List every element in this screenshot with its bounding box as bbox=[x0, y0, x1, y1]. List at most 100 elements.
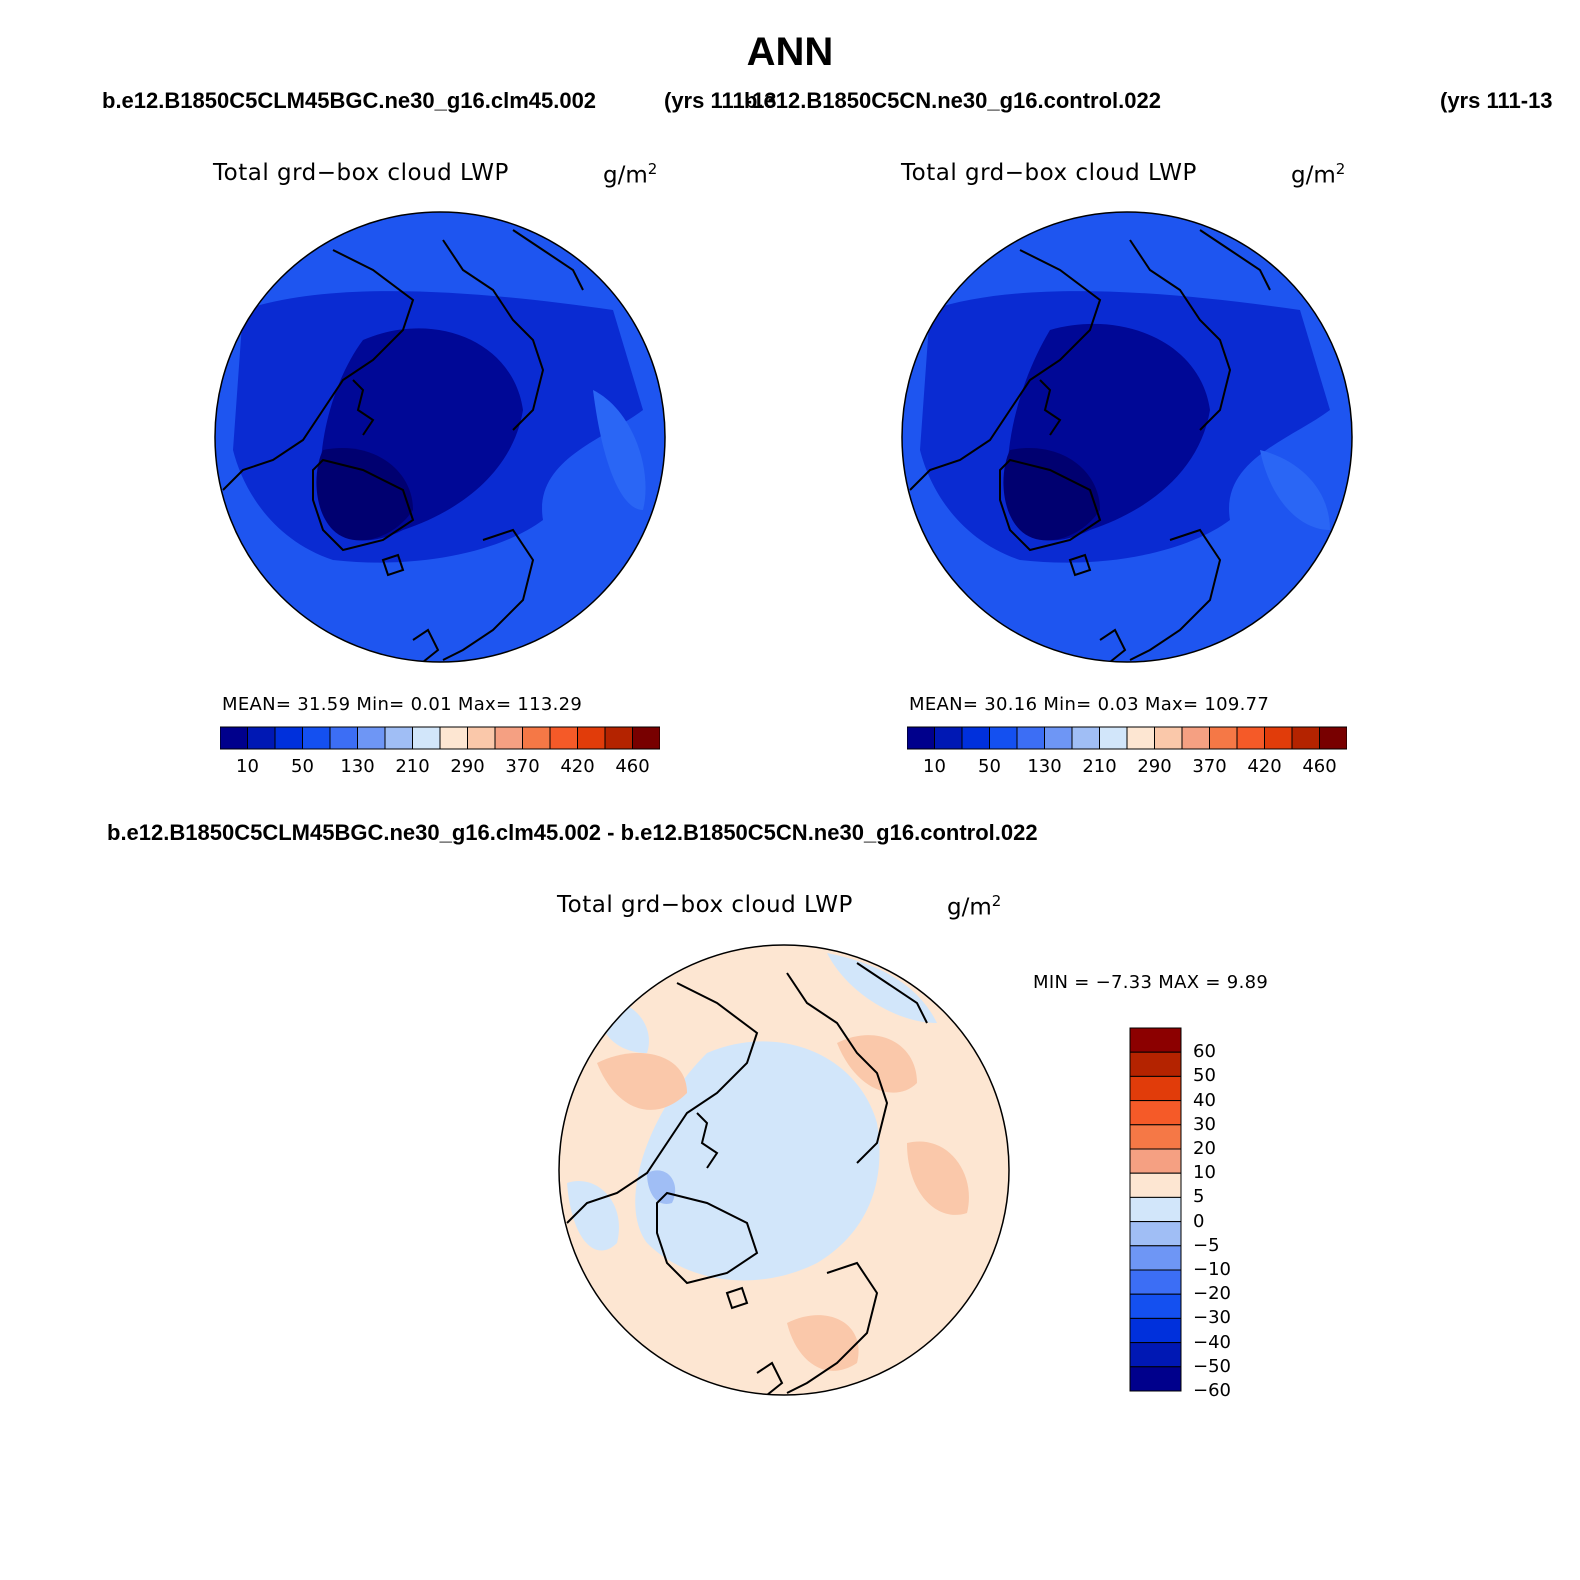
panel1-colorbar-box bbox=[302, 726, 331, 750]
panel1-colorbar-tick-label: 10 bbox=[236, 756, 259, 777]
panel3-colorbar-box bbox=[1129, 1221, 1182, 1247]
panel2-colorbar-box bbox=[1099, 726, 1128, 750]
panel2-colorbar-tick-label: 370 bbox=[1192, 756, 1227, 777]
panel2-colorbar-box bbox=[934, 726, 963, 750]
panel2-colorbar-box bbox=[989, 726, 1018, 750]
panel1-colorbar-box bbox=[549, 726, 578, 750]
panel3-colorbar-tick-label: 5 bbox=[1193, 1186, 1205, 1208]
panel1-colorbar-tick-label: 130 bbox=[340, 756, 375, 777]
panel2-colorbar-ticks: 10 50 130 210 290 370 420 460 bbox=[907, 756, 1347, 780]
panel3-colorbar-tick-label: −20 bbox=[1193, 1283, 1231, 1305]
panel3-colorbar-tick-label: 30 bbox=[1193, 1113, 1216, 1135]
panel2-colorbar bbox=[907, 726, 1347, 750]
panel2-variable: Total grd−box cloud LWP bbox=[901, 160, 1197, 186]
panel3-colorbar bbox=[1129, 1027, 1182, 1392]
panel3-colorbar-box bbox=[1129, 1075, 1182, 1102]
panel3-colorbar-tick-label: −50 bbox=[1193, 1355, 1231, 1377]
panel3-colorbar-box bbox=[1129, 1172, 1182, 1198]
panel3-units: g/m2 bbox=[947, 892, 1002, 921]
panel3-colorbar-tick-label: −30 bbox=[1193, 1307, 1231, 1329]
panel1-stats: MEAN= 31.59 Min= 0.01 Max= 113.29 bbox=[222, 694, 583, 715]
panel3-colorbar-box bbox=[1129, 1245, 1182, 1271]
panel1-colorbar-tick-label: 290 bbox=[450, 756, 485, 777]
panel2-colorbar-box bbox=[1126, 726, 1155, 750]
panel3-colorbar-tick-label: 50 bbox=[1193, 1065, 1216, 1087]
panel2-colorbar-box bbox=[1209, 726, 1238, 750]
panel3-colorbar-box bbox=[1129, 1366, 1182, 1392]
panel2-colorbar-box bbox=[961, 726, 990, 750]
panel1-colorbar-tick-label: 420 bbox=[560, 756, 595, 777]
page-title: ANN bbox=[746, 30, 834, 74]
panel3-colorbar-tick-label: −40 bbox=[1193, 1331, 1231, 1353]
panel1-colorbar-box bbox=[274, 726, 303, 750]
panel1-colorbar-box bbox=[357, 726, 386, 750]
panel3-colorbar-box bbox=[1129, 1148, 1182, 1174]
panel3-colorbar-tick-label: −5 bbox=[1193, 1234, 1220, 1256]
panel3-colorbar-box bbox=[1129, 1124, 1182, 1150]
panel3-colorbar-tick-label: 20 bbox=[1193, 1138, 1216, 1159]
panel1-polar-map bbox=[214, 211, 666, 663]
diff-header: b.e12.B1850C5CLM45BGC.ne30_g16.clm45.002… bbox=[107, 820, 1038, 845]
case2-header: b.e12.B1850C5CN.ne30_g16.control.022 bbox=[744, 88, 1161, 113]
panel3-colorbar-box bbox=[1129, 1269, 1182, 1295]
panel2-colorbar-tick-label: 290 bbox=[1137, 756, 1172, 777]
panel2-colorbar-box bbox=[1071, 726, 1100, 750]
panel2-colorbar-box bbox=[1291, 726, 1320, 750]
panel3-polar-map bbox=[558, 944, 1010, 1396]
panel1-colorbar-tick-label: 370 bbox=[505, 756, 540, 777]
panel1-colorbar-tick-label: 210 bbox=[395, 756, 430, 777]
panel1-colorbar-box bbox=[467, 726, 496, 750]
panel2-colorbar-tick-label: 50 bbox=[978, 756, 1001, 777]
panel3-variable: Total grd−box cloud LWP bbox=[557, 892, 853, 918]
panel2-polar-map bbox=[901, 211, 1353, 663]
panel2-colorbar-box bbox=[1319, 726, 1347, 750]
panel3-colorbar-box bbox=[1129, 1051, 1182, 1077]
panel1-colorbar bbox=[220, 726, 660, 750]
panel1-colorbar-box bbox=[220, 726, 248, 750]
panel2-colorbar-box bbox=[1236, 726, 1265, 750]
panel2-colorbar-box bbox=[907, 726, 935, 750]
panel1-variable: Total grd−box cloud LWP bbox=[213, 160, 509, 186]
panel2-stats: MEAN= 30.16 Min= 0.03 Max= 109.77 bbox=[909, 694, 1270, 715]
panel1-colorbar-box bbox=[384, 726, 413, 750]
panel1-colorbar-tick-label: 50 bbox=[291, 756, 314, 777]
case1-years: (yrs 111-13 bbox=[664, 88, 777, 113]
panel1-colorbar-tick-label: 460 bbox=[615, 756, 650, 777]
panel2-colorbar-box bbox=[1181, 726, 1210, 750]
case1-header: b.e12.B1850C5CLM45BGC.ne30_g16.clm45.002 bbox=[102, 88, 597, 113]
panel3-colorbar-ticks: 60 50 40 30 20 10 5 0 −5 −10 −20 −30 −40 −50 −60 bbox=[1193, 1027, 1253, 1401]
panel2-colorbar-tick-label: 10 bbox=[923, 756, 946, 777]
panel3-colorbar-box bbox=[1129, 1100, 1182, 1126]
panel3-colorbar-box bbox=[1129, 1196, 1182, 1223]
panel1-colorbar-box bbox=[522, 726, 551, 750]
panel1-colorbar-ticks: 10 50 130 210 290 370 420 460 bbox=[220, 756, 660, 780]
panel3-colorbar-box bbox=[1129, 1342, 1182, 1368]
panel1-colorbar-box bbox=[412, 726, 441, 750]
panel1-colorbar-box bbox=[247, 726, 276, 750]
panel3-colorbar-box bbox=[1129, 1293, 1182, 1319]
panel3-stats: MIN = −7.33 MAX = 9.89 bbox=[1033, 972, 1269, 993]
panel2-colorbar-box bbox=[1264, 726, 1293, 750]
panel2-colorbar-box bbox=[1154, 726, 1183, 750]
panel1-units: g/m2 bbox=[603, 160, 658, 189]
panel2-colorbar-box bbox=[1044, 726, 1073, 750]
panel1-colorbar-box bbox=[329, 726, 358, 750]
panel2-colorbar-tick-label: 210 bbox=[1082, 756, 1117, 777]
panel2-colorbar-tick-label: 130 bbox=[1027, 756, 1062, 777]
panel3-colorbar-tick-label: 0 bbox=[1193, 1210, 1205, 1232]
panel3-colorbar-tick-label: 40 bbox=[1193, 1089, 1216, 1111]
panel3-colorbar-box bbox=[1129, 1027, 1182, 1053]
panel1-colorbar-box bbox=[632, 726, 660, 750]
panel3-colorbar-tick-label: 60 bbox=[1193, 1041, 1216, 1063]
panel3-colorbar-tick-label: −60 bbox=[1193, 1380, 1231, 1401]
case2-years: (yrs 111-13 bbox=[1440, 88, 1553, 113]
panel3-colorbar-tick-label: 10 bbox=[1193, 1162, 1216, 1184]
panel2-units: g/m2 bbox=[1291, 160, 1346, 189]
panel1-colorbar-box bbox=[577, 726, 606, 750]
panel2-colorbar-tick-label: 420 bbox=[1247, 756, 1282, 777]
panel2-colorbar-tick-label: 460 bbox=[1302, 756, 1337, 777]
panel1-colorbar-box bbox=[439, 726, 468, 750]
panel2-colorbar-box bbox=[1016, 726, 1045, 750]
panel1-colorbar-box bbox=[494, 726, 523, 750]
panel1-colorbar-box bbox=[604, 726, 633, 750]
